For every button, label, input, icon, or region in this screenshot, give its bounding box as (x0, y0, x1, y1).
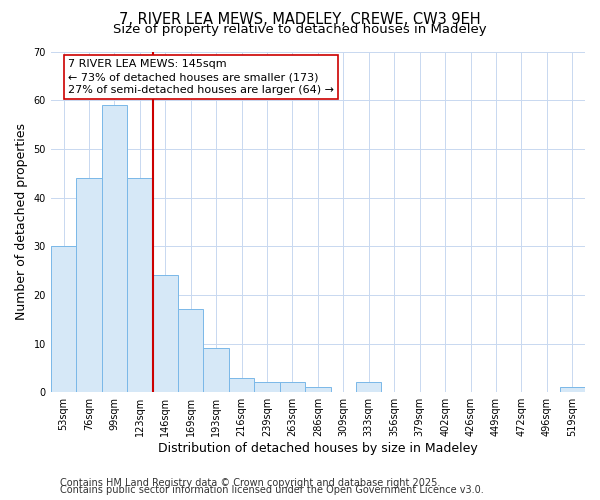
Bar (356, 382, 382, 392)
Bar (560, 388, 585, 392)
Bar (254, 382, 280, 392)
Text: Size of property relative to detached houses in Madeley: Size of property relative to detached ho… (113, 22, 487, 36)
Bar (203, 348, 229, 392)
Bar (178, 310, 203, 392)
Y-axis label: Number of detached properties: Number of detached properties (15, 124, 28, 320)
Bar (280, 382, 305, 392)
Text: 7 RIVER LEA MEWS: 145sqm
← 73% of detached houses are smaller (173)
27% of semi-: 7 RIVER LEA MEWS: 145sqm ← 73% of detach… (68, 59, 334, 95)
Bar (101, 105, 127, 392)
Bar (229, 378, 254, 392)
X-axis label: Distribution of detached houses by size in Madeley: Distribution of detached houses by size … (158, 442, 478, 455)
Bar (76, 178, 101, 392)
Text: Contains public sector information licensed under the Open Government Licence v3: Contains public sector information licen… (60, 485, 484, 495)
Text: 7, RIVER LEA MEWS, MADELEY, CREWE, CW3 9EH: 7, RIVER LEA MEWS, MADELEY, CREWE, CW3 9… (119, 12, 481, 28)
Text: Contains HM Land Registry data © Crown copyright and database right 2025.: Contains HM Land Registry data © Crown c… (60, 478, 440, 488)
Bar (51, 246, 76, 392)
Bar (305, 388, 331, 392)
Bar (127, 178, 152, 392)
Bar (152, 276, 178, 392)
